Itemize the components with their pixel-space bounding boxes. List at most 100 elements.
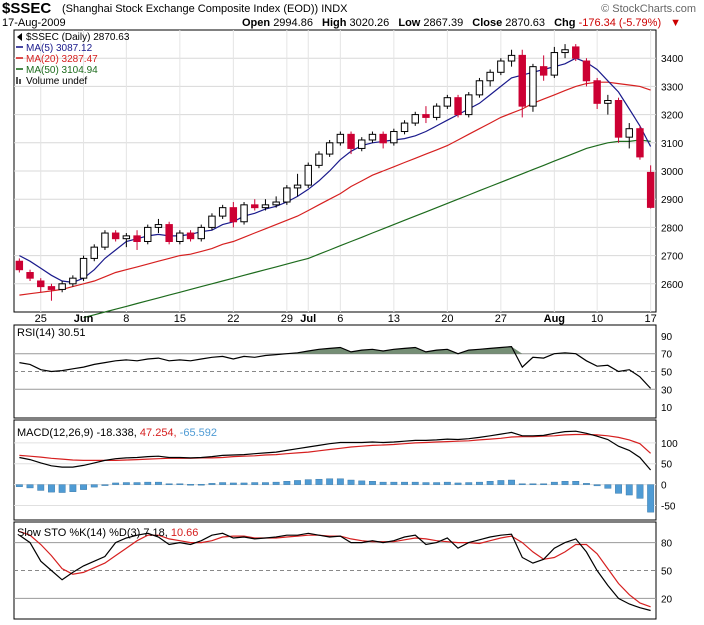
macd-hist-bar: [572, 481, 580, 485]
candle-down-body: [422, 114, 430, 118]
x-tick-label: Aug: [544, 313, 565, 325]
candle: [443, 94, 452, 109]
candle: [325, 139, 334, 157]
high-value: 3020.26: [349, 17, 390, 29]
x-tick-label: 10: [591, 313, 603, 325]
candle-up-body: [497, 60, 505, 73]
x-tick-label: Jul: [300, 313, 316, 325]
price-tick-label: 2700: [661, 252, 684, 263]
x-tick-label: 6: [337, 313, 343, 325]
price-tick-label: 3400: [661, 54, 684, 65]
macd-hist-bar: [262, 482, 269, 485]
macd-hist-bar: [155, 481, 162, 485]
candle: [561, 44, 569, 59]
candle: [411, 111, 419, 126]
macd-hist-bar: [208, 483, 216, 485]
macd-hist-bar: [251, 482, 259, 485]
candle-up-body: [336, 133, 345, 144]
symbol-description: (Shanghai Stock Exchange Composite Index…: [62, 3, 348, 15]
x-tick-label: 29: [281, 313, 293, 325]
candle: [197, 224, 205, 242]
candle-up-body: [69, 277, 77, 285]
macd-hist-bar: [15, 484, 23, 487]
rsi-panel: [13, 324, 657, 419]
candle-down-body: [186, 232, 195, 240]
candle-down-body: [347, 133, 355, 149]
stockcharts-brand[interactable]: © StockCharts.com: [601, 3, 696, 15]
date-x-axis: 25 Jun 8 15 22 29 Jul 6 13 20 27 Aug 10 17: [35, 313, 657, 325]
macd-panel: [13, 419, 657, 521]
candle: [133, 230, 141, 250]
candlesticks: [15, 44, 655, 301]
sto-k-line: [19, 532, 651, 612]
candle-down-body: [582, 60, 591, 82]
macd-hist-bar: [165, 483, 173, 485]
open-value: 2994.86: [273, 17, 313, 29]
low-value: 2867.39: [423, 17, 464, 29]
candle: [315, 151, 323, 169]
candle-down-body: [518, 54, 526, 107]
rsi-tick-label: 30: [661, 385, 673, 396]
candle: [186, 230, 195, 242]
candle-down-body: [454, 97, 462, 116]
macd-hist-bar: [272, 481, 280, 485]
macd-hist-bar: [583, 483, 590, 485]
candle-up-body: [550, 52, 559, 76]
macd-hist-bar: [604, 484, 612, 489]
candle-down-body: [26, 272, 34, 279]
macd-hist-label: -65.592: [180, 427, 217, 439]
candle: [272, 196, 280, 208]
macd-hist-bar: [315, 478, 323, 485]
sto-tick-label: 80: [661, 539, 673, 550]
x-tick-label: 15: [174, 313, 186, 325]
macd-hist-bar: [358, 480, 366, 485]
candle-up-body: [486, 71, 494, 82]
candle-down-body: [379, 133, 387, 144]
candle-up-body: [432, 105, 441, 118]
price-tick-label: 3200: [661, 111, 684, 122]
rsi-tick-label: 10: [661, 403, 673, 414]
macd-hist-bar: [347, 479, 355, 485]
rsi-label: RSI(14) 30.51: [17, 327, 85, 339]
x-tick-label: 13: [388, 313, 400, 325]
legend-volume-icon: [16, 77, 18, 84]
macd-hist-bar: [133, 482, 141, 485]
candle-down-body: [37, 280, 45, 288]
candle-down-body: [47, 286, 56, 290]
candle-up-body: [315, 153, 323, 166]
macd-hist-bar: [112, 482, 120, 485]
candle: [229, 202, 238, 228]
legend-symbol-icon: [17, 33, 22, 41]
candle: [111, 230, 120, 242]
macd-hist-bar: [283, 481, 291, 485]
macd-hist-bar: [336, 478, 344, 485]
candle: [293, 173, 302, 197]
candle-up-body: [358, 139, 366, 149]
symbol-title: $SSEC: [2, 0, 52, 17]
macd-hist-bar: [122, 482, 130, 485]
candle-up-body: [529, 66, 537, 107]
candle-down-body: [111, 232, 120, 240]
x-tick-label: 20: [441, 313, 453, 325]
ma20-line: [19, 81, 651, 296]
price-tick-label: 2800: [661, 223, 684, 234]
candle-up-body: [561, 49, 569, 54]
candle-up-body: [90, 246, 98, 259]
candle: [101, 230, 109, 250]
macd-label: MACD(12,26,9) -18.338, 47.254, -65.592: [17, 427, 217, 439]
rsi-line: [19, 345, 652, 389]
candle: [240, 202, 248, 225]
candle: [454, 94, 462, 118]
sto-tick-label: 20: [661, 594, 673, 605]
candle: [122, 233, 131, 248]
macd-hist-bar: [486, 481, 494, 485]
low-label: Low: [398, 17, 421, 29]
candle: [497, 58, 505, 76]
macd-hist-bar: [454, 482, 462, 485]
candle: [422, 106, 430, 124]
macd-hist-bar: [326, 478, 334, 485]
candle: [165, 221, 173, 245]
macd-tick-label: 50: [661, 460, 673, 471]
candle: [518, 49, 526, 118]
